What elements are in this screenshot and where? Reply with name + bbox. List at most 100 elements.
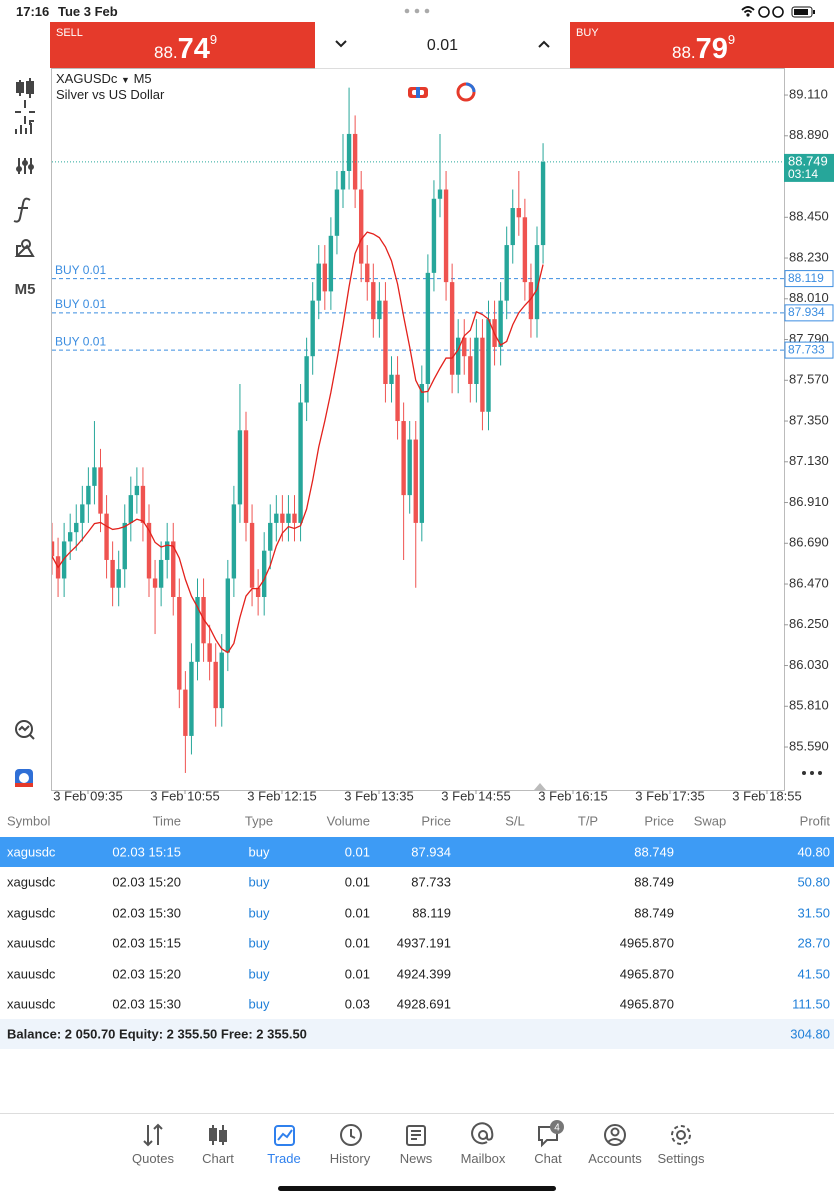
nav-item[interactable]: Chart xyxy=(202,1151,234,1166)
cell-time: 02.03 15:15 xyxy=(112,935,181,951)
cell-current: 88.749 xyxy=(634,874,674,890)
candle-body xyxy=(449,282,455,375)
nav-item[interactable]: Chat xyxy=(534,1151,562,1166)
candle-body xyxy=(383,300,388,384)
candle-body xyxy=(310,300,315,357)
candle-body xyxy=(474,337,479,384)
nav-item[interactable]: Mailbox xyxy=(460,1151,506,1166)
nav-icons: 4 xyxy=(143,1120,691,1148)
cell-price: 87.934 xyxy=(411,844,451,860)
y-tick-label: 86.030 xyxy=(789,657,829,672)
candle-body xyxy=(322,263,328,292)
cell-volume: 0.01 xyxy=(344,935,370,951)
nav-item[interactable]: Trade xyxy=(267,1151,301,1166)
candle-body xyxy=(207,643,212,662)
volume-down[interactable] xyxy=(335,40,347,48)
cell-type: buy xyxy=(248,966,270,982)
nav-item[interactable]: Quotes xyxy=(132,1151,174,1166)
candle-body xyxy=(340,170,346,190)
candle-body xyxy=(231,504,237,579)
x-tick-label: 3 Feb 09:35 xyxy=(53,788,122,803)
y-tick-label: 87.570 xyxy=(789,372,829,387)
column-header: Price xyxy=(644,813,674,829)
cell-volume: 0.01 xyxy=(344,874,370,890)
x-tick-label: 3 Feb 16:15 xyxy=(538,788,607,803)
candle-body xyxy=(346,133,352,171)
column-header: Volume xyxy=(326,813,370,829)
status-icons xyxy=(741,6,815,18)
cell-volume: 0.01 xyxy=(344,905,370,921)
candle-body xyxy=(534,245,540,320)
candle-body xyxy=(243,430,249,523)
volume-up[interactable] xyxy=(538,40,550,48)
candle-body xyxy=(164,541,170,560)
more-button[interactable] xyxy=(801,770,823,776)
status-date: Tue 3 Feb xyxy=(58,4,118,19)
candle-body xyxy=(431,198,437,273)
status-time: 17:16 xyxy=(16,4,50,19)
sell-label: SELL xyxy=(56,27,83,39)
volume[interactable]: 0.01 xyxy=(426,37,459,54)
cell-current: 4965.870 xyxy=(619,966,674,982)
cell-current: 88.749 xyxy=(634,844,674,860)
cell-type: buy xyxy=(248,935,270,951)
timeframe: M5 xyxy=(133,71,152,86)
cell-price: 4928.691 xyxy=(396,996,451,1012)
candle-body xyxy=(334,189,340,236)
buy-label: BUY xyxy=(576,27,599,39)
buy-button[interactable]: BUY 88.799 xyxy=(570,22,834,68)
candle-body xyxy=(395,374,400,422)
timeframe-button[interactable]: M5 xyxy=(15,281,36,298)
order-price-label: 87.733 xyxy=(788,342,825,356)
candle-body xyxy=(304,356,309,403)
candle-body xyxy=(371,282,376,320)
candle-body xyxy=(213,661,218,709)
candle-body xyxy=(522,217,528,283)
x-tick-label: 3 Feb 13:35 xyxy=(344,788,413,803)
candle-body xyxy=(268,522,273,551)
nav-item[interactable]: News xyxy=(399,1151,433,1166)
cell-current: 4965.870 xyxy=(619,935,674,951)
column-header: Price xyxy=(421,813,451,829)
cell-type: buy xyxy=(248,905,270,921)
chat-badge: 4 xyxy=(554,1123,560,1134)
nav-item[interactable]: Settings xyxy=(657,1151,705,1166)
order-price-box xyxy=(784,270,834,288)
column-header: Swap xyxy=(693,813,727,829)
column-header: S/L xyxy=(505,813,525,829)
buy-price-small: 9 xyxy=(727,32,736,47)
y-tick-label: 88.010 xyxy=(789,290,829,305)
candle-body xyxy=(292,513,297,523)
candle-body xyxy=(122,522,127,570)
cell-profit: 50.80 xyxy=(797,874,830,890)
order-price-label: 88.119 xyxy=(788,271,824,285)
cell-type: buy xyxy=(248,996,270,1012)
candle-body xyxy=(280,513,285,523)
summary-row xyxy=(0,1019,834,1049)
nav-item[interactable]: History xyxy=(329,1151,371,1166)
candle-body xyxy=(134,485,140,496)
table-row[interactable] xyxy=(0,837,834,867)
y-tick-label: 86.910 xyxy=(789,494,829,509)
plot-area xyxy=(52,87,784,773)
candle-body xyxy=(365,263,370,283)
order-label: BUY 0.01 xyxy=(55,297,106,311)
candle-body xyxy=(462,337,467,357)
symbol[interactable]: XAGUSDc xyxy=(56,71,118,86)
x-tick-label: 3 Feb 18:55 xyxy=(732,788,801,803)
candle-body xyxy=(261,550,267,597)
y-tick-label: 86.690 xyxy=(789,535,829,550)
column-header: Symbol xyxy=(7,813,51,829)
candle-body xyxy=(104,513,109,560)
sell-button[interactable]: SELL 88.749 xyxy=(50,22,315,68)
current-price-box xyxy=(784,153,834,182)
countdown: 03:14 xyxy=(788,167,818,181)
symbol-description: Silver vs US Dollar xyxy=(56,87,165,102)
candle-body xyxy=(486,319,491,412)
candle-body xyxy=(498,300,503,347)
nav-item[interactable]: Accounts xyxy=(588,1151,642,1166)
chart-tools[interactable] xyxy=(407,82,477,102)
candle-body xyxy=(67,532,73,542)
cell-profit: 40.80 xyxy=(797,844,830,860)
order-price-box xyxy=(784,341,834,359)
